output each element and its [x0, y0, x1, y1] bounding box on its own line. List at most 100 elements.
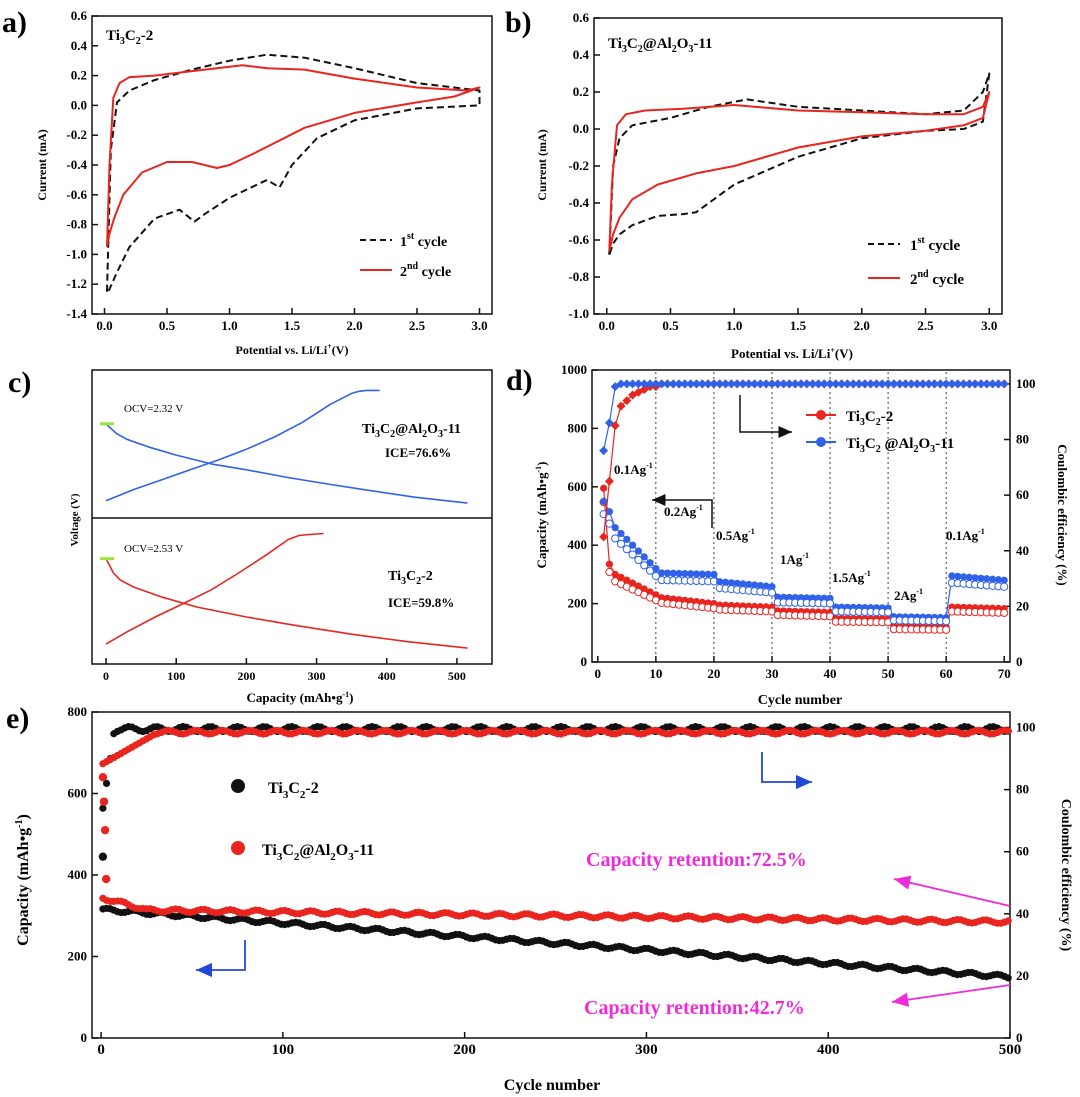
c-x-label-3: 300: [308, 669, 326, 683]
e-y-label-4: 800: [68, 704, 88, 719]
e-first-black-0: [98, 852, 108, 861]
cap-blue-cycle-24: [733, 579, 741, 587]
ce-blue-cycle-43: [842, 379, 852, 389]
cap-blue-cycle-13: [669, 569, 677, 577]
ce-blue-cycle-35: [796, 379, 806, 389]
ce-blue-cycle-64: [964, 379, 974, 389]
a-y-label-4: -0.6: [66, 187, 87, 202]
b-x-label-2: 1.0: [726, 318, 742, 333]
a-x-label-1: 0.5: [159, 318, 176, 333]
ce-blue-cycle-39: [819, 379, 829, 389]
panel-b-ylabel: Current (mA): [535, 129, 549, 200]
panel-d-rate-labels: 0.1Ag-1 0.2Ag-1 0.5Ag-1 1Ag-1 1.5Ag-1 2A…: [614, 461, 985, 603]
panel-e-frame: [91, 711, 1011, 1039]
cap-blue-cycle-4: [617, 529, 625, 538]
panel-b-legend-2nd: 2nd cycle: [910, 269, 964, 288]
rate-label-5: 1.5Ag-1: [832, 569, 871, 585]
e-x-label-2: 200: [453, 1042, 476, 1058]
d-y2-label-4: 80: [1016, 432, 1029, 447]
e-y2-label-2: 40: [1016, 906, 1029, 921]
panel-d-y2label: Coulombic efficiency (%): [1055, 444, 1070, 586]
cap-blue-cycle-68: [988, 575, 997, 583]
panel-e-arrow-magenta-2: [891, 984, 1011, 1007]
e-y2-label-3: 60: [1016, 844, 1029, 859]
panel-d-legend-blue-dot: [816, 437, 826, 447]
cap-blue-cycle-28: [756, 581, 764, 590]
e-y-label-2: 400: [68, 867, 88, 882]
cap-blue-open-cycle-50: [883, 608, 893, 617]
ce-blue-cycle-30: [767, 379, 777, 389]
d-x-label-5: 50: [882, 666, 895, 681]
cap-blue-cycle-2: [605, 508, 614, 516]
cap-blue-cycle-61: [948, 572, 956, 580]
ce-blue-cycle-10: [651, 379, 661, 389]
a-y-label-8: 0.2: [71, 68, 87, 83]
c-x-label-5: 500: [448, 669, 466, 683]
ce-blue-cycle-55: [912, 379, 922, 389]
ce-blue-cycle-51: [889, 379, 899, 389]
panel-e-legend: Ti3C2-2 Ti3C2@Al2O3-11: [231, 779, 374, 863]
ce-blue-cycle-69: [993, 379, 1003, 389]
panel-b-x-ticks: 0.0 0.5 1.0 1.5 2.0 2.5 3.0: [599, 308, 997, 333]
c-x-label-1: 100: [167, 669, 185, 683]
cap-blue-open-cycle-5: [622, 545, 631, 554]
cap-red-cycle-8: [640, 585, 648, 593]
panel-d: d) 0 200 400 600 800 1000 0 20 40 60 80 100 0 10 20 3…: [506, 362, 1070, 708]
ce-blue-cycle-42: [837, 379, 847, 389]
cap-blue-cycle-22: [721, 578, 730, 586]
ce-blue-cycle-21: [715, 379, 725, 389]
panel-e-y-ticks: 0 200 400 600 800: [68, 704, 98, 1045]
cap-blue-cycle-63: [959, 573, 968, 581]
c-x-label-4: 400: [378, 669, 396, 683]
rate-label-2: 0.2Ag-1: [664, 503, 703, 519]
cap-blue-cycle-15: [681, 569, 689, 578]
cap-blue-cycle-62: [954, 572, 962, 580]
ce-blue-cycle-28: [755, 379, 765, 389]
panel-c-ylabel: Voltage (V): [69, 493, 81, 546]
cap-red-cycle-9: [646, 588, 654, 596]
panel-c-ocv-top: OCV=2.32 V: [124, 403, 183, 415]
panel-e-retention-42: Capacity retention:42.7%: [584, 997, 805, 1019]
cap-blue-cycle-6: [629, 541, 637, 549]
ce-blue-cycle-57: [924, 379, 934, 389]
e-ce-red-499: [1004, 727, 1012, 735]
panel-d-y2-ticks: 0 20 40 60 80 100: [1004, 376, 1036, 669]
cap-blue-cycle-5: [623, 535, 631, 543]
d-y2-label-1: 20: [1016, 598, 1029, 613]
ce-blue-cycle-22: [721, 379, 731, 389]
ce-blue-cycle-38: [813, 379, 823, 389]
ce-blue-cycle-37: [808, 379, 818, 389]
cap-blue-cycle-10: [652, 564, 660, 573]
panel-c-letter: c): [8, 366, 31, 399]
cap-blue-cycle-16: [687, 570, 695, 578]
panel-b-curves: [608, 72, 991, 256]
b-y-label-6: 0.2: [573, 84, 589, 99]
a-x-label-0: 0.0: [96, 318, 112, 333]
ce-blue-cycle-46: [860, 379, 870, 389]
panel-e-retention-72: Capacity retention:72.5%: [586, 849, 807, 871]
panel-d-arrow-left: [652, 494, 713, 528]
panel-e-xlabel: Cycle number: [504, 1077, 600, 1094]
panel-b-y-ticks: -1.0 -0.8 -0.6 -0.4 -0.2 0.0 0.2 0.4 0.6: [568, 10, 600, 321]
e-x-label-3: 300: [635, 1042, 658, 1058]
ce-blue-cycle-23: [726, 379, 736, 389]
e-x-label-1: 100: [272, 1042, 295, 1058]
d-x-label-4: 40: [824, 666, 837, 681]
d-x-label-6: 60: [940, 666, 953, 681]
panel-a-title: Ti3C2-2: [106, 28, 153, 47]
panel-c-bottom-sample: Ti3C2-2: [388, 569, 433, 587]
panel-b-legend-1st: 1st cycle: [910, 235, 960, 254]
cap-blue-open-cycle-10: [651, 571, 660, 581]
cv-b-series-1: [608, 72, 991, 256]
ce-blue-cycle-41: [831, 379, 841, 389]
e-x-label-4: 400: [817, 1042, 840, 1058]
e-x-label-0: 0: [97, 1042, 105, 1058]
panel-c-frame: [91, 369, 493, 665]
d-y-label-4: 800: [568, 420, 588, 435]
ce-red-cycle-2: [604, 476, 614, 486]
e-x-label-5: 500: [999, 1042, 1022, 1058]
ce-blue-cycle-48: [871, 379, 881, 389]
ce-red-cycle-4: [616, 401, 626, 411]
ce-blue-cycle-66: [976, 379, 986, 389]
